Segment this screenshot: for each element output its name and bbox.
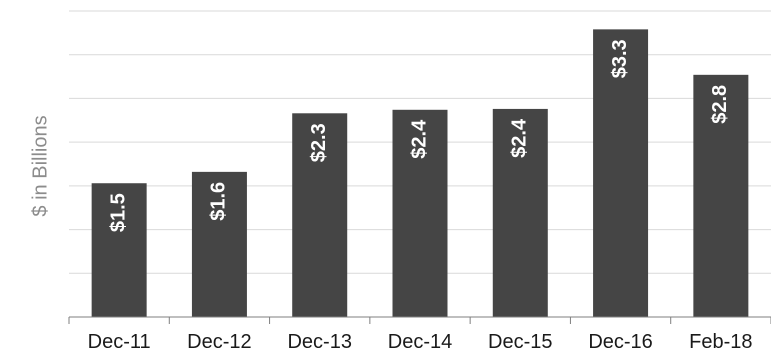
data-label: $2.3 bbox=[308, 123, 330, 162]
x-tick-label: Feb-18 bbox=[689, 331, 752, 353]
bar-dec-12 bbox=[191, 171, 247, 317]
x-tick-label: Dec-13 bbox=[287, 331, 351, 353]
bar-feb-18 bbox=[693, 74, 749, 317]
x-axis-ticks bbox=[68, 317, 771, 324]
bar-dec-15 bbox=[492, 108, 548, 317]
x-tick-label: Dec-16 bbox=[588, 331, 652, 353]
bars bbox=[91, 29, 749, 318]
data-labels: $1.5 $1.6 $2.3 $2.4 $2.4 $3.3 $2.8 bbox=[107, 39, 731, 232]
data-label: $3.3 bbox=[609, 39, 631, 78]
bar-dec-16 bbox=[593, 29, 649, 318]
x-tick-label: Dec-14 bbox=[388, 331, 452, 353]
x-tick-label: Dec-15 bbox=[488, 331, 552, 353]
x-tick-label: Dec-12 bbox=[187, 331, 251, 353]
data-label: $2.4 bbox=[509, 118, 531, 158]
y-axis-label: $ in Billions bbox=[29, 115, 51, 216]
data-label: $1.6 bbox=[208, 182, 230, 221]
data-label: $1.5 bbox=[107, 193, 129, 232]
data-label: $2.8 bbox=[709, 85, 731, 124]
bar-dec-14 bbox=[392, 109, 448, 318]
bar-dec-13 bbox=[292, 113, 348, 317]
x-tick-label: Dec-11 bbox=[88, 331, 151, 353]
x-axis-labels: Dec-11 Dec-12 Dec-13 Dec-14 Dec-15 Dec-16 Feb-… bbox=[88, 331, 753, 353]
bar-dec-11 bbox=[91, 183, 147, 317]
data-label: $2.4 bbox=[408, 119, 430, 159]
